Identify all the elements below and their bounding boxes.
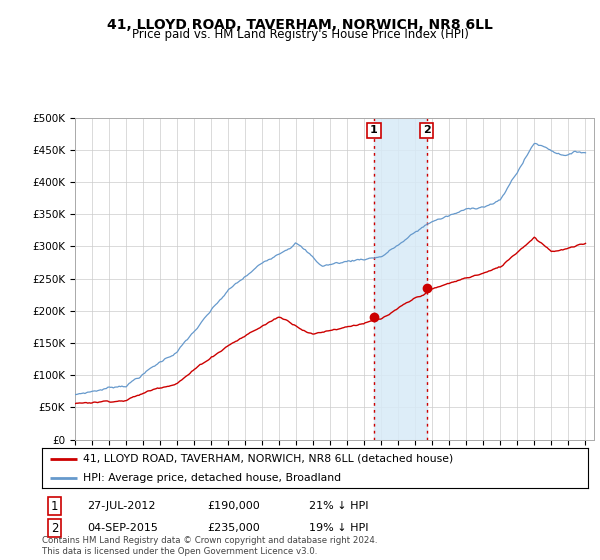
Text: 2: 2 [423,125,431,136]
Text: 04-SEP-2015: 04-SEP-2015 [87,523,158,533]
Text: 19% ↓ HPI: 19% ↓ HPI [309,523,368,533]
Text: Price paid vs. HM Land Registry's House Price Index (HPI): Price paid vs. HM Land Registry's House … [131,28,469,41]
Text: Contains HM Land Registry data © Crown copyright and database right 2024.
This d: Contains HM Land Registry data © Crown c… [42,536,377,556]
Bar [374,118,427,440]
Text: 1: 1 [51,500,59,513]
Text: £235,000: £235,000 [207,523,260,533]
Text: HPI: Average price, detached house, Broadland: HPI: Average price, detached house, Broa… [83,473,341,483]
Text: £190,000: £190,000 [207,501,260,511]
Text: 27-JUL-2012: 27-JUL-2012 [87,501,155,511]
Text: 2: 2 [51,521,59,535]
Text: 1: 1 [370,125,378,136]
Text: 41, LLOYD ROAD, TAVERHAM, NORWICH, NR8 6LL: 41, LLOYD ROAD, TAVERHAM, NORWICH, NR8 6… [107,18,493,32]
Text: 21% ↓ HPI: 21% ↓ HPI [309,501,368,511]
Text: 41, LLOYD ROAD, TAVERHAM, NORWICH, NR8 6LL (detached house): 41, LLOYD ROAD, TAVERHAM, NORWICH, NR8 6… [83,454,453,464]
